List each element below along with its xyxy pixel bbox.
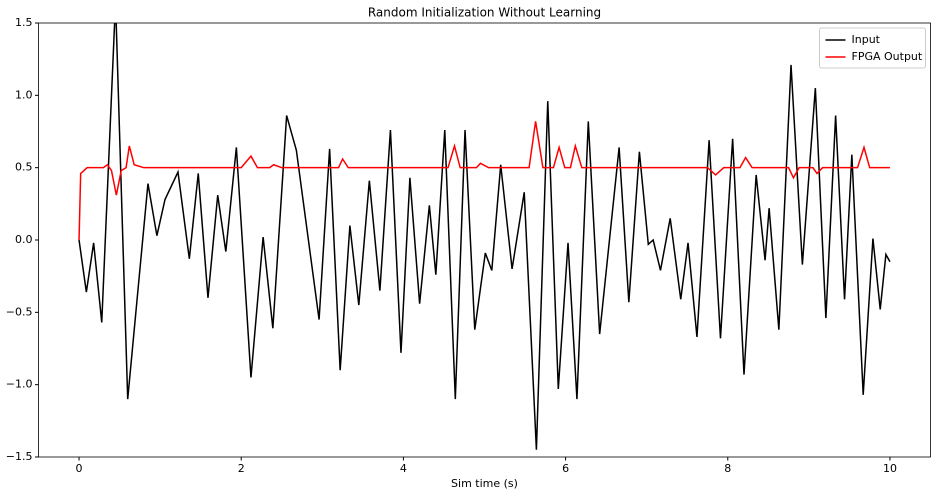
x-tick-label: 8 xyxy=(724,462,731,475)
chart-title: Random Initialization Without Learning xyxy=(368,6,601,20)
legend-label: Input xyxy=(852,33,881,46)
plot-area xyxy=(78,23,891,450)
y-tick-label: 0.0 xyxy=(15,233,33,246)
y-tick-label: 1.5 xyxy=(15,16,33,29)
y-tick-label: −0.5 xyxy=(6,305,33,318)
y-tick-label: −1.0 xyxy=(6,378,33,391)
y-tick-label: 0.5 xyxy=(15,161,33,174)
legend-label: FPGA Output xyxy=(852,50,923,63)
data-line xyxy=(78,23,891,450)
x-tick-label: 4 xyxy=(400,462,407,475)
y-tick-label: −1.5 xyxy=(6,450,33,463)
x-tick-label: 2 xyxy=(238,462,245,475)
legend-box xyxy=(819,27,926,69)
x-tick-label: 6 xyxy=(562,462,569,475)
x-axis-label: Sim time (s) xyxy=(451,477,518,490)
x-tick-label: 10 xyxy=(883,462,897,475)
x-tick-label: 0 xyxy=(76,462,83,475)
y-tick-label: 1.0 xyxy=(15,88,33,101)
data-line xyxy=(78,121,890,241)
